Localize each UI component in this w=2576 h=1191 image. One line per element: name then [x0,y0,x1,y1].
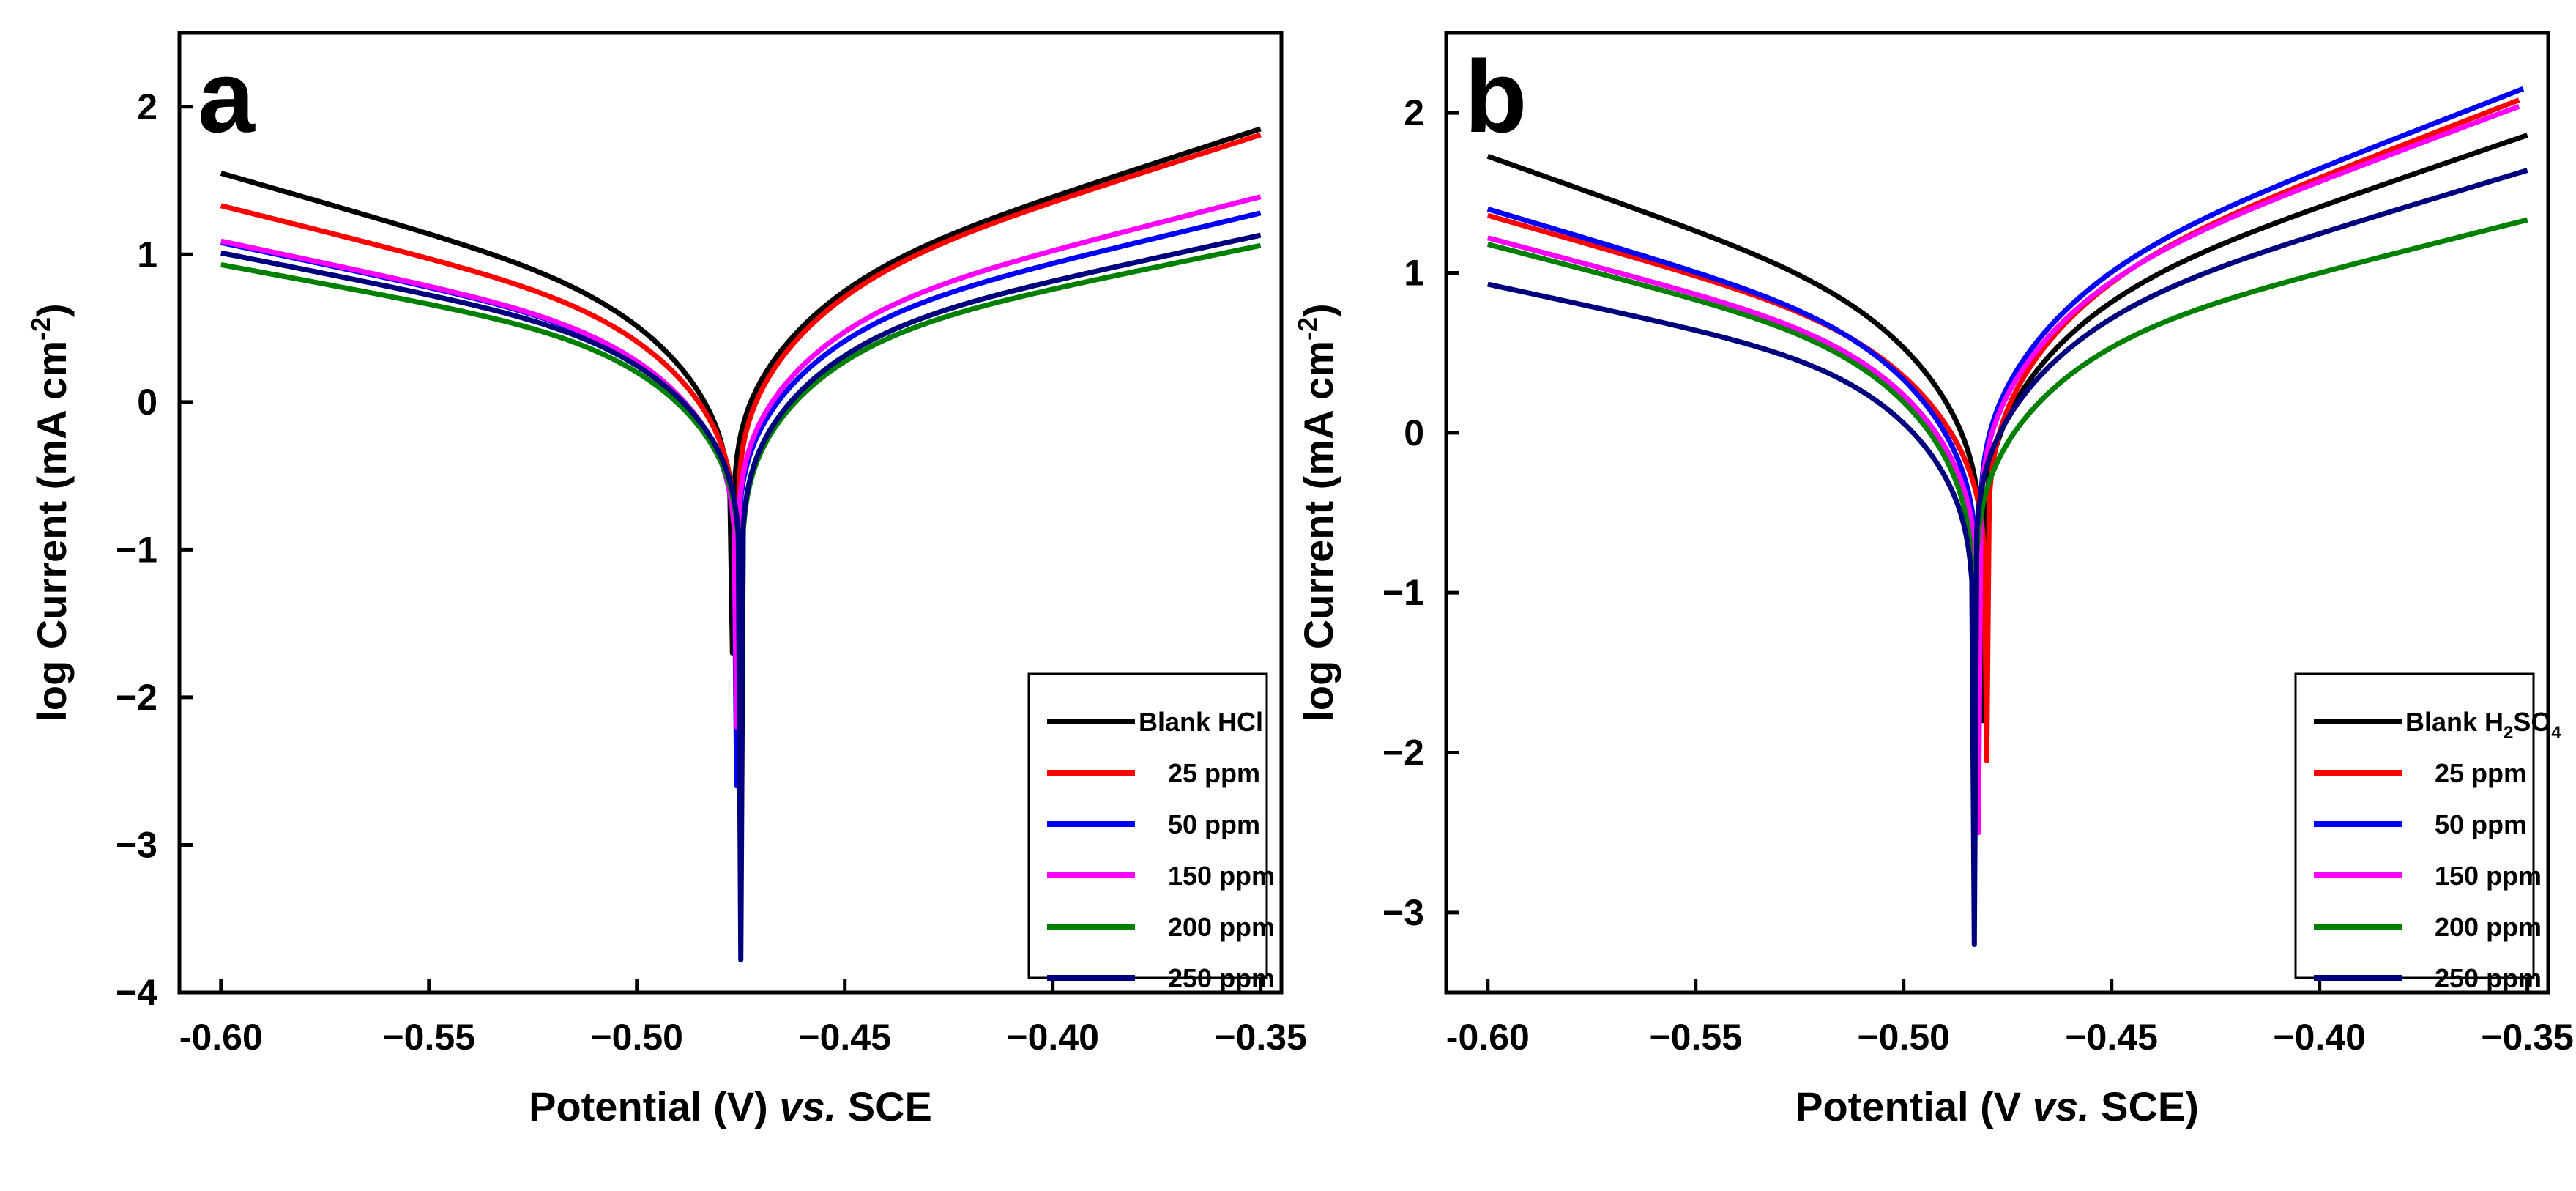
y-axis-label-part: ) [29,303,75,317]
panel-a: -0.60 −0.55 −0.50 −0.45 −0.40 −0.35 −4 −3 −2 −1 0 1… [26,31,1307,1129]
legend-label-part: 25 ppm [2435,758,2527,788]
y-axis-label-part: log Current (mA cm [1295,341,1341,722]
y-tick-label: 2 [137,86,157,127]
x-axis-label-part: vs. [779,1083,836,1129]
x-tick-label: −0.55 [1649,1017,1742,1058]
legend-label-sub: 2 [2504,723,2513,743]
y-axis-label: log Current (mA cm-2) [26,303,75,721]
y-tick-label: 0 [137,382,157,423]
x-tick-label: −0.40 [1006,1017,1099,1058]
x-tick-label: −0.35 [2481,1017,2574,1058]
series-line-150-ppm [220,194,1262,730]
x-axis-label-part: Potential (V) [529,1083,779,1129]
y-axis-label-part: ) [1295,303,1341,317]
x-tick-label: −0.35 [1214,1017,1307,1058]
y-tick-label: −1 [116,529,157,570]
legend-label: 50 ppm [1168,809,1260,839]
legend-label-part: 50 ppm [2435,809,2527,839]
legend-label-part: 150 ppm [1168,861,1275,891]
x-tick-label: −0.50 [1857,1017,1950,1058]
legend-label-part: 250 ppm [1168,963,1275,993]
panel-letter: b [1464,39,1527,154]
series-line-150-ppm [1486,104,2520,836]
y-tick-label: −1 [1382,572,1424,613]
legend-label-part: 50 ppm [1168,809,1260,839]
legend: Blank HCl 25 ppm 50 ppm 150 ppm 200 ppm 250 p… [1027,672,1275,993]
y-axis-label-sup: -2 [1292,317,1322,341]
series-line-blank-hcl [220,126,1262,656]
x-tick-label: −0.45 [2065,1017,2158,1058]
series-line-250-ppm [220,232,1262,963]
legend-label: 200 ppm [2435,912,2542,942]
x-axis-label-part: Potential (V [1795,1083,2033,1129]
y-tick-label: −2 [1382,732,1424,773]
y-tick-label: −2 [116,677,157,718]
y-tick-label: 1 [137,234,157,275]
y-axis-label-sup: -2 [26,317,56,341]
legend-label: 150 ppm [2435,861,2542,891]
y-axis-label-part: log Current (mA cm [29,341,75,722]
x-axis-label: Potential (V vs. SCE) [1795,1083,2199,1129]
legend-label-part: Blank H [2405,707,2504,737]
legend-label: 25 ppm [1168,758,1260,788]
x-tick-label: -0.60 [1446,1017,1530,1058]
x-axis-label-part: SCE [836,1083,932,1129]
legend-label: Blank H2SO4 [2405,707,2561,743]
x-tick-label: −0.45 [798,1017,891,1058]
x-tick-label: −0.40 [2273,1017,2366,1058]
curves [220,126,1262,963]
curves [1486,86,2528,947]
y-tick-label: 2 [1404,92,1424,133]
plot-frame [177,31,1284,995]
y-axis-label: log Current (mA cm-2) [1292,303,1341,721]
legend-label-part: 25 ppm [1168,758,1260,788]
series-line-250-ppm [1486,168,2528,947]
x-tick-label: −0.50 [590,1017,683,1058]
legend-label-part: Blank HCl [1139,707,1263,737]
series-line-blank-h2so4 [1486,133,2528,724]
legend-label: 250 ppm [1168,963,1275,993]
y-tick-label: −4 [116,972,157,1013]
y-tick-label: 0 [1404,412,1424,453]
legend-label: 25 ppm [2435,758,2527,788]
legend-label: 150 ppm [1168,861,1275,891]
legend-label-part: 250 ppm [2435,963,2542,993]
plot-frame [1444,31,2550,995]
panel-letter: a [198,39,256,154]
x-tick-label: -0.60 [179,1017,263,1058]
x-tick-label: −0.55 [382,1017,475,1058]
x-axis-label-part: vs. [2033,1083,2090,1129]
legend-label: 200 ppm [1168,912,1275,942]
legend-label: Blank HCl [1139,707,1263,737]
legend: Blank H2SO4 25 ppm 50 ppm 150 ppm 200 ppm 250… [2294,672,2561,993]
y-tick-label: 1 [1404,253,1424,294]
legend-label-part: 200 ppm [2435,912,2542,942]
legend-label: 50 ppm [2435,809,2527,839]
legend-label-part: SO [2513,707,2551,737]
legend-label-part: 200 ppm [1168,912,1275,942]
y-tick-label: −3 [116,824,157,865]
x-axis-label: Potential (V) vs. SCE [529,1083,932,1129]
legend-label: 250 ppm [2435,963,2542,993]
x-axis-label-part: SCE) [2090,1083,2199,1129]
y-tick-label: −3 [1382,892,1424,933]
legend-label-part: 150 ppm [2435,861,2542,891]
series-line-25-ppm [1486,97,2520,763]
legend-label-sub: 4 [2551,723,2561,743]
